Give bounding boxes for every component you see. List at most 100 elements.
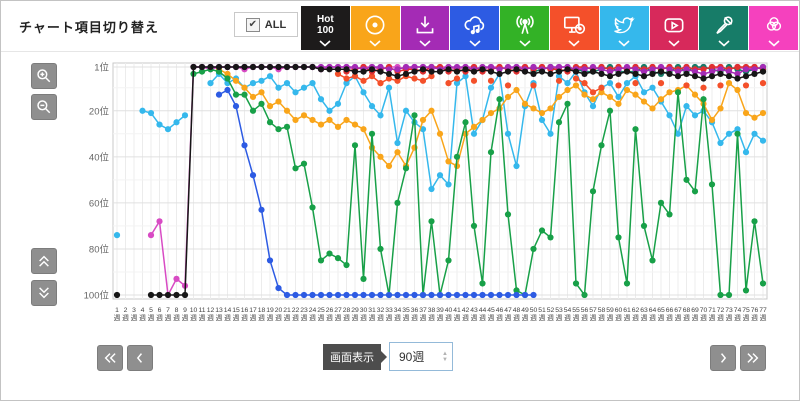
svg-text:29週: 29 週 bbox=[351, 307, 359, 322]
svg-text:23週: 23 週 bbox=[300, 307, 308, 322]
svg-text:4週: 4週 bbox=[139, 307, 146, 322]
page-last-button[interactable] bbox=[740, 345, 766, 371]
chevron-down-icon bbox=[519, 40, 531, 47]
page-prev-button[interactable] bbox=[127, 345, 153, 371]
svg-text:77週: 77 週 bbox=[759, 307, 767, 322]
metric-button-row: Hot 100 bbox=[301, 6, 798, 50]
video-sales-button[interactable] bbox=[549, 6, 599, 50]
header-divider bbox=[1, 51, 799, 52]
youtube-play-icon bbox=[661, 10, 687, 40]
svg-text:61週: 61 週 bbox=[623, 307, 631, 322]
svg-text:24週: 24 週 bbox=[309, 307, 317, 322]
svg-text:64週: 64 週 bbox=[649, 307, 657, 322]
svg-text:16週: 16 週 bbox=[241, 307, 249, 322]
chart-area: 1位 20位 40位 60位 80位 100位 1 週 2 週 3 週 4 週 5 週 6 週 7 週 8 週 9 週 10 週 1… bbox=[77, 55, 777, 335]
svg-text:71週: 71 週 bbox=[708, 307, 716, 322]
svg-text:44週: 44 週 bbox=[479, 307, 487, 322]
svg-text:72週: 72 週 bbox=[717, 307, 725, 322]
cloud-streaming-icon bbox=[462, 10, 488, 40]
svg-text:74週: 74 週 bbox=[734, 307, 742, 322]
download-button[interactable] bbox=[400, 6, 450, 50]
karaoke-button[interactable] bbox=[699, 6, 749, 50]
svg-text:69週: 69 週 bbox=[691, 307, 699, 322]
venn-combined-icon bbox=[761, 10, 787, 40]
chevron-down-icon bbox=[718, 40, 730, 47]
scroll-down-button[interactable] bbox=[31, 280, 57, 306]
svg-text:53週: 53 週 bbox=[555, 307, 563, 322]
chevron-down-icon bbox=[419, 40, 431, 47]
chevron-left-icon bbox=[136, 353, 143, 363]
svg-text:6週: 6週 bbox=[156, 307, 163, 322]
pc-video-sales-icon bbox=[561, 10, 587, 40]
streaming-button[interactable] bbox=[450, 6, 500, 50]
checkbox-check-icon[interactable]: ✔ bbox=[245, 17, 260, 32]
svg-text:50週: 50 週 bbox=[530, 307, 538, 322]
weeks-display-value[interactable]: 90週 bbox=[399, 350, 425, 364]
radio-broadcast-icon bbox=[512, 10, 538, 40]
svg-text:46週: 46 週 bbox=[496, 307, 504, 322]
svg-text:65週: 65 週 bbox=[657, 307, 665, 322]
svg-text:3週: 3週 bbox=[131, 307, 138, 322]
svg-text:35週: 35 週 bbox=[402, 307, 410, 322]
svg-text:57週: 57 週 bbox=[589, 307, 597, 322]
svg-text:48週: 48 週 bbox=[513, 307, 521, 322]
svg-text:27週: 27 週 bbox=[334, 307, 342, 322]
page-next-button[interactable] bbox=[710, 345, 736, 371]
cd-sales-button[interactable] bbox=[350, 6, 400, 50]
youtube-button[interactable] bbox=[649, 6, 699, 50]
chevron-down-icon bbox=[618, 40, 630, 47]
spinner-arrows-icon[interactable]: ▲ ▼ bbox=[442, 350, 448, 363]
svg-text:68週: 68 週 bbox=[683, 307, 691, 322]
svg-text:34週: 34 週 bbox=[394, 307, 402, 322]
svg-text:5週: 5週 bbox=[148, 307, 155, 322]
svg-text:60週: 60 週 bbox=[615, 307, 623, 322]
svg-text:13週: 13 週 bbox=[215, 307, 223, 322]
svg-text:33週: 33 週 bbox=[385, 307, 393, 322]
svg-text:28週: 28 週 bbox=[343, 307, 351, 322]
double-chevron-right-icon bbox=[747, 353, 759, 363]
svg-text:80位: 80位 bbox=[89, 243, 110, 255]
combined-button[interactable] bbox=[749, 6, 798, 50]
svg-text:49週: 49 週 bbox=[521, 307, 529, 322]
svg-text:55週: 55 週 bbox=[572, 307, 580, 322]
double-chevron-down-icon bbox=[39, 287, 49, 299]
svg-text:21週: 21 週 bbox=[283, 307, 291, 322]
hot100-label: Hot 100 bbox=[317, 14, 334, 36]
svg-text:1位: 1位 bbox=[94, 62, 109, 74]
svg-text:75週: 75 週 bbox=[742, 307, 750, 322]
svg-text:58週: 58 週 bbox=[598, 307, 606, 322]
svg-text:26週: 26 週 bbox=[326, 307, 334, 322]
svg-text:1週: 1週 bbox=[114, 307, 121, 322]
zoom-out-button[interactable] bbox=[31, 94, 57, 120]
svg-text:14週: 14 週 bbox=[224, 307, 232, 322]
cd-disc-icon bbox=[362, 10, 388, 40]
svg-text:66週: 66 週 bbox=[666, 307, 674, 322]
svg-text:73週: 73 週 bbox=[725, 307, 733, 322]
svg-text:56週: 56 週 bbox=[581, 307, 589, 322]
download-icon bbox=[412, 10, 438, 40]
hot100-button[interactable]: Hot 100 bbox=[301, 6, 350, 50]
display-range-label: 画面表示 bbox=[323, 344, 387, 370]
svg-text:7週: 7週 bbox=[165, 307, 172, 322]
svg-text:20週: 20 週 bbox=[275, 307, 283, 322]
chevron-down-icon bbox=[668, 40, 680, 47]
chevron-down-icon bbox=[768, 40, 780, 47]
svg-text:38週: 38 週 bbox=[428, 307, 436, 322]
zoom-in-button[interactable] bbox=[31, 63, 57, 89]
radio-airplay-button[interactable] bbox=[500, 6, 549, 50]
svg-text:40位: 40位 bbox=[89, 151, 110, 163]
double-chevron-left-icon bbox=[104, 353, 116, 363]
svg-text:25週: 25 週 bbox=[317, 307, 325, 322]
scroll-up-button[interactable] bbox=[31, 248, 57, 274]
weeks-display-input[interactable]: 90週 ▲ ▼ bbox=[389, 342, 453, 371]
page-first-button[interactable] bbox=[97, 345, 123, 371]
svg-text:19週: 19 週 bbox=[266, 307, 274, 322]
all-checkbox[interactable]: ✔ ALL bbox=[234, 12, 298, 37]
svg-text:8週: 8週 bbox=[173, 307, 180, 322]
chevron-down-icon bbox=[469, 40, 481, 47]
twitter-button[interactable] bbox=[599, 6, 649, 50]
double-chevron-up-icon bbox=[39, 255, 49, 267]
svg-text:37週: 37 週 bbox=[419, 307, 427, 322]
